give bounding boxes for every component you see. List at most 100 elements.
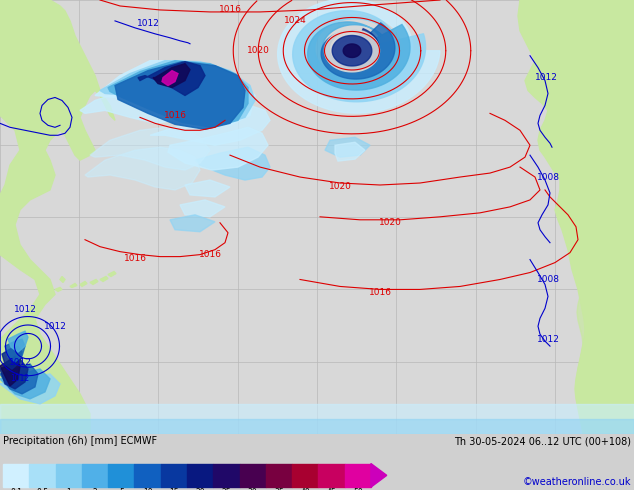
- Text: 1012: 1012: [9, 358, 32, 367]
- Bar: [240, 464, 266, 487]
- Polygon shape: [371, 464, 387, 487]
- Polygon shape: [0, 404, 634, 434]
- Text: 45: 45: [327, 489, 337, 490]
- Text: 35: 35: [274, 489, 284, 490]
- Polygon shape: [0, 0, 115, 434]
- Text: 1008: 1008: [536, 275, 559, 284]
- Polygon shape: [180, 200, 225, 217]
- Polygon shape: [100, 61, 255, 125]
- Polygon shape: [335, 28, 379, 68]
- Polygon shape: [138, 62, 205, 96]
- Text: 1012: 1012: [13, 305, 36, 314]
- Text: 1012: 1012: [536, 335, 559, 343]
- Bar: [213, 464, 240, 487]
- Text: 1020: 1020: [328, 182, 351, 192]
- Text: 1012: 1012: [10, 374, 30, 384]
- Text: Precipitation (6h) [mm] ECMWF: Precipitation (6h) [mm] ECMWF: [3, 437, 157, 446]
- Polygon shape: [55, 288, 62, 292]
- Polygon shape: [40, 299, 47, 304]
- Polygon shape: [343, 44, 361, 57]
- Text: 1020: 1020: [378, 218, 401, 227]
- Polygon shape: [2, 346, 22, 369]
- Polygon shape: [520, 0, 634, 434]
- Polygon shape: [60, 276, 65, 282]
- Text: 30: 30: [248, 489, 257, 490]
- Bar: [345, 464, 371, 487]
- Polygon shape: [8, 331, 28, 352]
- Text: 0.5: 0.5: [37, 489, 49, 490]
- Polygon shape: [343, 44, 361, 57]
- Bar: [3, 464, 29, 487]
- Polygon shape: [162, 71, 178, 86]
- Bar: [134, 464, 161, 487]
- Text: 1016: 1016: [219, 5, 242, 14]
- Text: 2: 2: [93, 489, 98, 490]
- Bar: [266, 464, 292, 487]
- Polygon shape: [80, 281, 87, 287]
- Bar: [56, 464, 82, 487]
- Polygon shape: [185, 180, 230, 197]
- Polygon shape: [90, 127, 210, 170]
- Polygon shape: [293, 11, 425, 102]
- Bar: [161, 464, 187, 487]
- Polygon shape: [335, 142, 365, 161]
- Polygon shape: [170, 215, 215, 232]
- Text: 1020: 1020: [247, 46, 269, 55]
- Text: 1012: 1012: [534, 73, 557, 82]
- Polygon shape: [518, 0, 634, 434]
- Polygon shape: [0, 364, 38, 394]
- Text: 15: 15: [169, 489, 179, 490]
- Polygon shape: [70, 283, 77, 288]
- Polygon shape: [278, 0, 440, 113]
- Bar: [318, 464, 345, 487]
- Polygon shape: [108, 271, 116, 276]
- Polygon shape: [35, 306, 42, 311]
- Bar: [108, 464, 134, 487]
- Polygon shape: [85, 147, 200, 190]
- Text: 10: 10: [143, 489, 152, 490]
- Polygon shape: [153, 64, 190, 88]
- Polygon shape: [150, 105, 270, 145]
- Bar: [292, 464, 318, 487]
- Text: 1: 1: [67, 489, 71, 490]
- Text: 1016: 1016: [124, 254, 146, 263]
- Polygon shape: [100, 276, 108, 281]
- Text: 1016: 1016: [198, 250, 221, 259]
- Polygon shape: [0, 419, 634, 434]
- Polygon shape: [115, 62, 245, 129]
- Polygon shape: [5, 339, 25, 362]
- Polygon shape: [325, 137, 370, 157]
- Polygon shape: [307, 22, 410, 90]
- Text: 1016: 1016: [368, 288, 392, 297]
- Text: ©weatheronline.co.uk: ©weatheronline.co.uk: [522, 477, 631, 487]
- Polygon shape: [80, 86, 195, 123]
- Text: 1016: 1016: [164, 111, 186, 120]
- Text: 1024: 1024: [283, 16, 306, 25]
- Text: 1012: 1012: [44, 322, 67, 331]
- Polygon shape: [321, 23, 395, 79]
- Polygon shape: [0, 356, 20, 386]
- Text: 1008: 1008: [536, 172, 559, 181]
- Polygon shape: [332, 35, 372, 66]
- Polygon shape: [90, 279, 98, 285]
- Text: 20: 20: [195, 489, 205, 490]
- Polygon shape: [0, 359, 28, 389]
- Bar: [187, 464, 213, 487]
- Polygon shape: [0, 369, 50, 399]
- Polygon shape: [195, 147, 270, 180]
- Polygon shape: [45, 292, 52, 296]
- Bar: [29, 464, 56, 487]
- Polygon shape: [168, 127, 268, 170]
- Text: 40: 40: [301, 489, 310, 490]
- Text: 1012: 1012: [136, 20, 159, 28]
- Text: 5: 5: [119, 489, 124, 490]
- Polygon shape: [0, 374, 60, 404]
- Text: Th 30-05-2024 06..12 UTC (00+108): Th 30-05-2024 06..12 UTC (00+108): [454, 437, 631, 446]
- Polygon shape: [95, 61, 255, 125]
- Polygon shape: [325, 29, 380, 72]
- Bar: [82, 464, 108, 487]
- Text: 25: 25: [222, 489, 231, 490]
- Text: 50: 50: [353, 489, 363, 490]
- Polygon shape: [108, 61, 248, 127]
- Polygon shape: [332, 35, 372, 66]
